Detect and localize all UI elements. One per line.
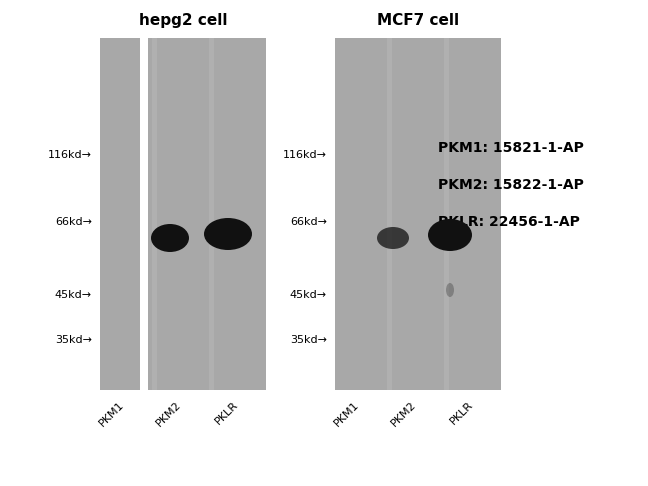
Bar — [214, 38, 266, 390]
Text: PKLR: PKLR — [213, 400, 240, 427]
Text: 66kd→: 66kd→ — [290, 217, 327, 227]
Bar — [392, 38, 444, 390]
Ellipse shape — [428, 219, 472, 251]
Text: PKM1: PKM1 — [332, 400, 361, 429]
Ellipse shape — [446, 283, 454, 297]
Text: MCF7 cell: MCF7 cell — [377, 13, 459, 28]
Text: PKM2: PKM2 — [154, 400, 183, 429]
Ellipse shape — [151, 224, 189, 252]
Bar — [335, 38, 387, 390]
Text: 116kd→: 116kd→ — [48, 150, 92, 160]
Text: 116kd→: 116kd→ — [283, 150, 327, 160]
Text: 66kd→: 66kd→ — [55, 217, 92, 227]
Text: 35kd→: 35kd→ — [290, 335, 327, 345]
Bar — [335, 38, 501, 390]
Text: PKM1: PKM1 — [97, 400, 126, 429]
Ellipse shape — [204, 218, 252, 250]
Text: PKM2: PKM2 — [389, 400, 418, 429]
Bar — [100, 38, 152, 390]
Bar — [157, 38, 209, 390]
Text: PKLR: 22456-1-AP: PKLR: 22456-1-AP — [438, 215, 580, 229]
Bar — [449, 38, 501, 390]
Text: PKM2: 15822-1-AP: PKM2: 15822-1-AP — [438, 178, 584, 192]
Text: 45kd→: 45kd→ — [55, 290, 92, 300]
Text: PKLR: PKLR — [448, 400, 475, 427]
Bar — [140, 38, 148, 390]
Text: 35kd→: 35kd→ — [55, 335, 92, 345]
Text: PKM1: 15821-1-AP: PKM1: 15821-1-AP — [438, 141, 584, 155]
Ellipse shape — [377, 227, 409, 249]
Text: 45kd→: 45kd→ — [290, 290, 327, 300]
Bar — [100, 38, 266, 390]
Text: hepg2 cell: hepg2 cell — [139, 13, 227, 28]
